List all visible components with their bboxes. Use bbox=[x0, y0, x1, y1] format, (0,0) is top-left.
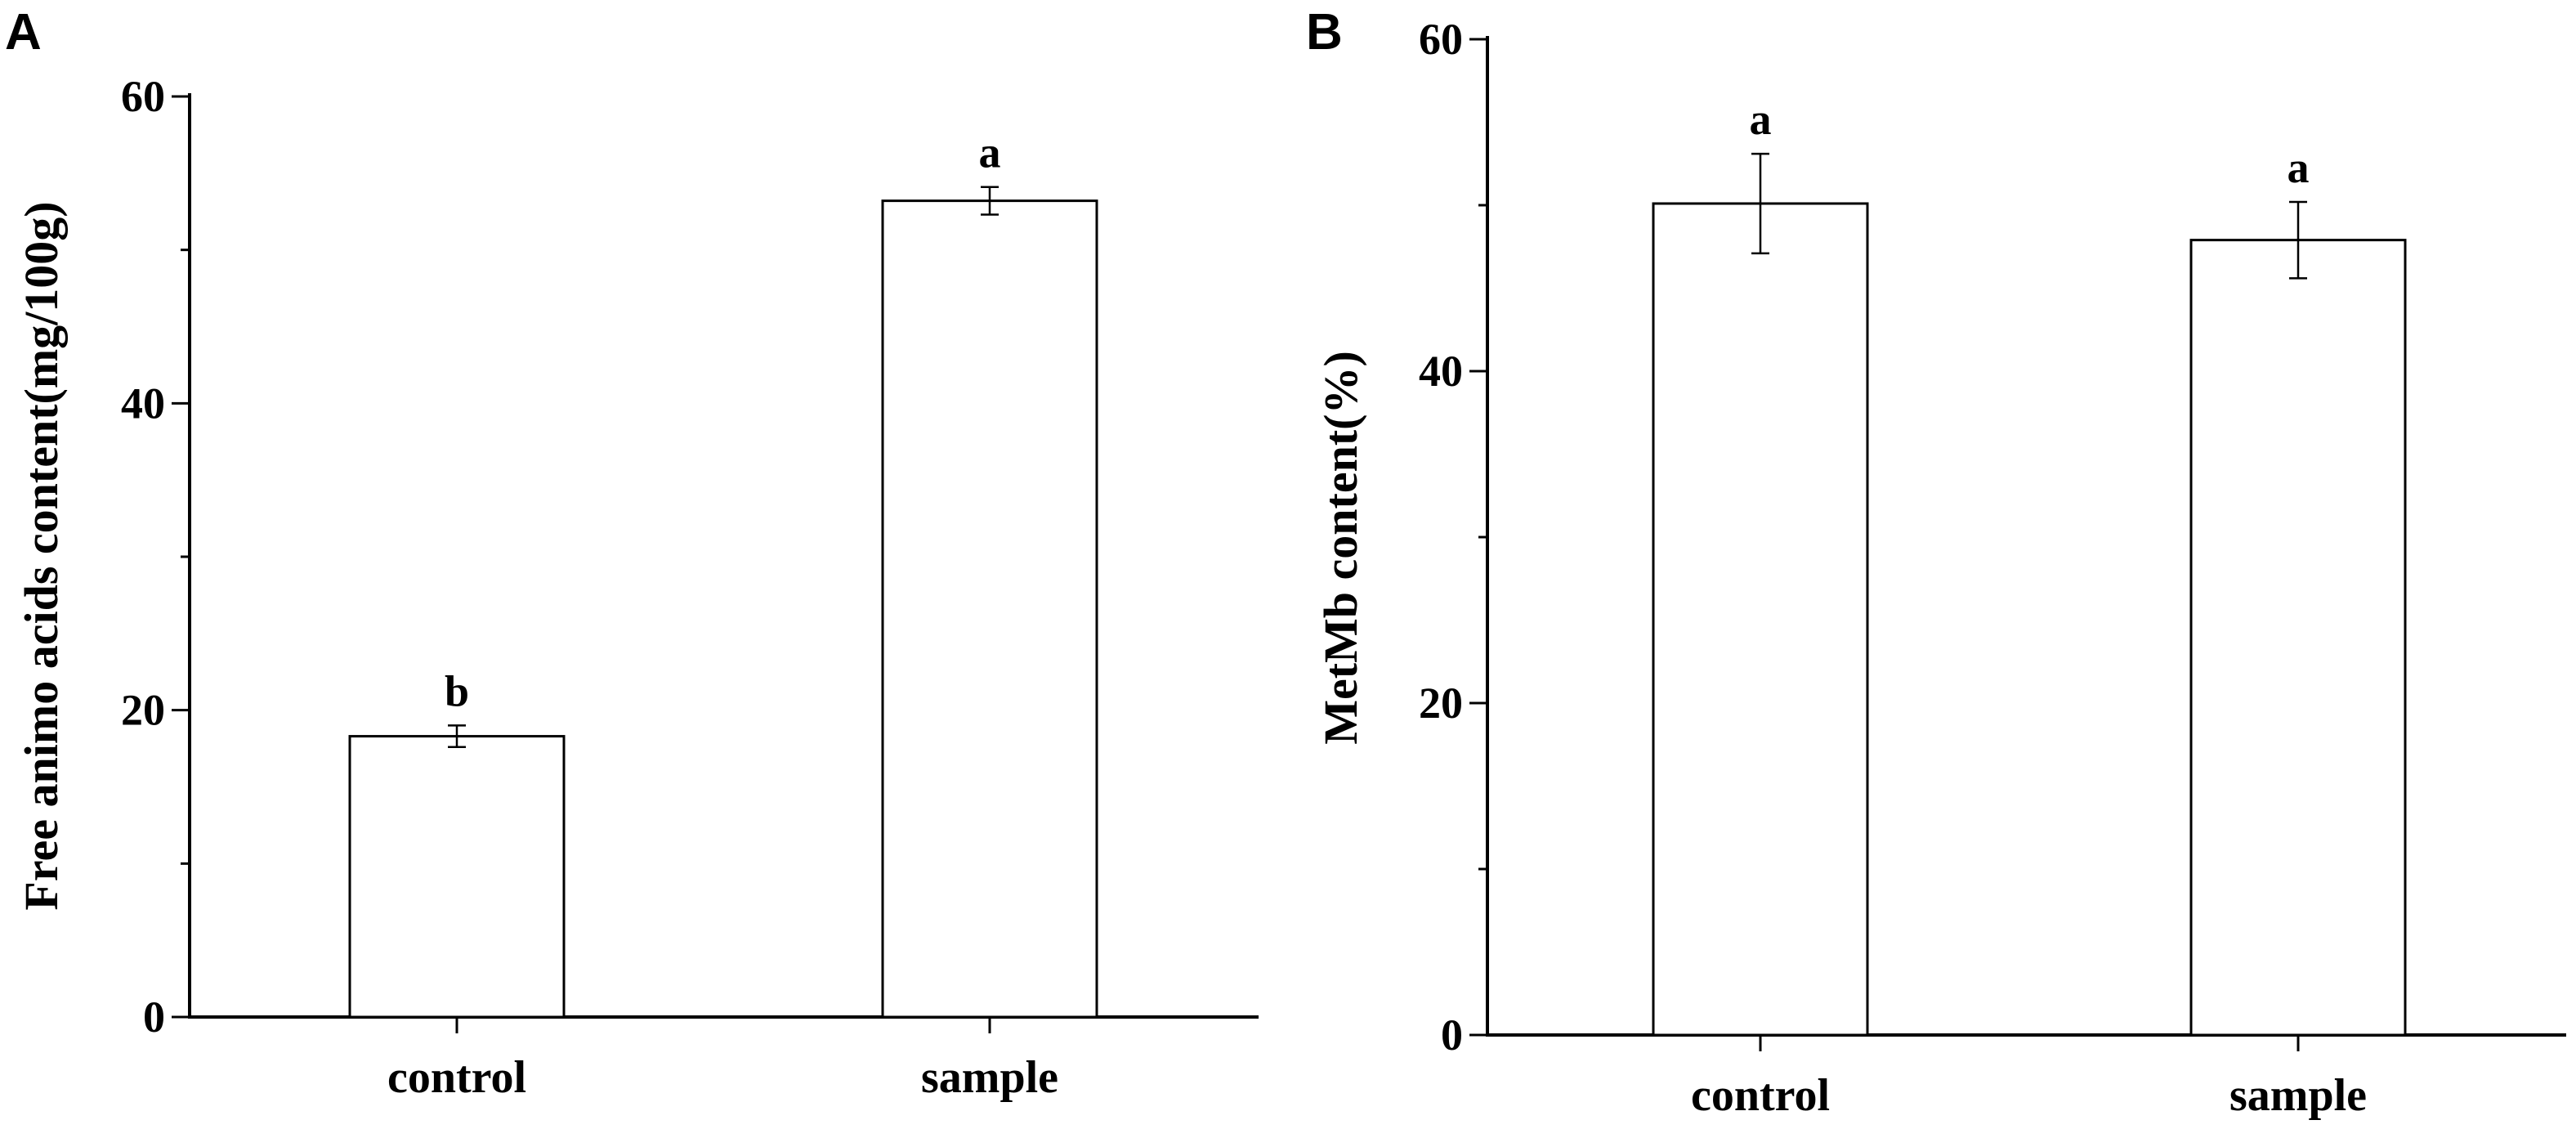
panel-b-y-axis-title: MetMb content(%) bbox=[1314, 351, 1367, 745]
panel-a-x-tick-label-sample: sample bbox=[921, 1052, 1058, 1103]
panel-a-y-tick-label: 40 bbox=[121, 379, 165, 428]
panel-a-letter: A bbox=[5, 4, 42, 60]
panel-a-bar-control bbox=[348, 735, 566, 1019]
panel-a-y-tick-label: 0 bbox=[143, 992, 165, 1042]
panel-b-bar-control bbox=[1652, 202, 1869, 1037]
panel-a-y-tick-label: 60 bbox=[121, 72, 165, 121]
panel-a-significance-label-sample: a bbox=[979, 128, 1001, 177]
panel-b-bar-sample bbox=[2189, 239, 2407, 1037]
panel-b-x-tick-label-control: control bbox=[1691, 1070, 1830, 1121]
panel-b-y-tick-label: 0 bbox=[1441, 1010, 1463, 1060]
panel-a-significance-label-control: b bbox=[445, 666, 469, 715]
panel-a-x-tick-label-control: control bbox=[387, 1052, 526, 1103]
panel-b-letter: B bbox=[1306, 4, 1343, 60]
panel-b: B MetMb content(%) 0 20 40 60 a control a sampl… bbox=[1306, 4, 2566, 1121]
panel-a-y-axis-title: Free animo acids content(mg/100g) bbox=[15, 201, 68, 910]
panel-a: A Free animo acids content(mg/100g) 0 20 4… bbox=[5, 4, 1259, 1103]
panel-b-significance-label-control: a bbox=[1750, 95, 1772, 144]
panel-b-x-tick-label-sample: sample bbox=[2229, 1070, 2367, 1121]
panel-a-y-tick-label: 20 bbox=[121, 686, 165, 735]
panel-a-bar-sample bbox=[881, 199, 1098, 1019]
panel-b-y-tick-label: 40 bbox=[1419, 347, 1463, 396]
panel-b-y-tick-label: 60 bbox=[1419, 15, 1463, 64]
panel-b-y-tick-label: 20 bbox=[1419, 679, 1463, 728]
panel-b-significance-label-sample: a bbox=[2288, 143, 2310, 192]
